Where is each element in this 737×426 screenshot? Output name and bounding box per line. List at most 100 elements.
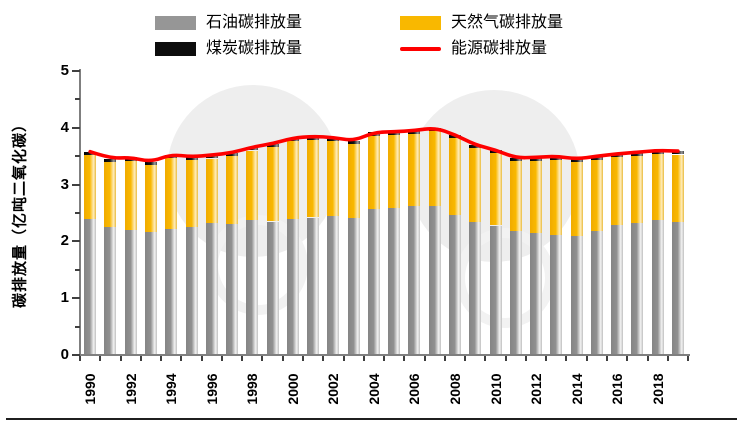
bar-gas-segment — [448, 138, 461, 216]
x-tick — [99, 356, 102, 361]
bar-gas-segment — [84, 155, 97, 219]
x-tick-label: 2016 — [609, 373, 626, 405]
bar-coal-segment — [124, 157, 137, 161]
bar-oil-segment — [327, 216, 340, 355]
bar-coal-segment — [226, 152, 238, 157]
bar-gas-segment — [388, 135, 401, 208]
x-tick — [484, 356, 487, 361]
bar-coal-segment — [489, 150, 502, 154]
bar-coal-segment — [590, 156, 603, 160]
x-tick — [646, 356, 649, 361]
y-major-tick — [72, 70, 80, 72]
bar-gas-segment — [327, 140, 340, 217]
bar-oil-segment — [367, 209, 380, 355]
y-minor-tick — [75, 325, 80, 328]
bar-coal-segment — [205, 155, 218, 159]
bar-gas-segment — [631, 155, 644, 223]
bar-coal-segment — [530, 157, 542, 161]
bar-oil-segment — [205, 223, 218, 355]
bar-gas-segment — [408, 134, 421, 207]
y-major-tick — [72, 240, 80, 243]
footer-rule — [6, 418, 737, 420]
bar-coal-segment — [651, 150, 664, 154]
x-tick-label: 2018 — [649, 373, 666, 405]
bar-coal-segment — [266, 143, 279, 148]
x-tick — [545, 356, 548, 361]
x-tick — [626, 356, 629, 361]
bar-oil-segment — [226, 224, 238, 355]
bar-coal-segment — [84, 151, 97, 156]
bar-oil-segment — [144, 232, 157, 355]
y-minor-tick — [75, 268, 80, 271]
bar-oil-segment — [671, 221, 684, 355]
y-minor-tick — [75, 155, 80, 158]
bar-gas-segment — [509, 161, 522, 232]
oil-swatch — [155, 16, 196, 30]
bar-oil-segment — [428, 206, 441, 355]
bar-oil-segment — [347, 218, 360, 355]
bar-coal-segment — [550, 156, 563, 160]
bar-gas-segment — [246, 150, 259, 220]
x-tick-label: 2014 — [568, 373, 585, 405]
bar-coal-segment — [570, 159, 583, 163]
x-tick — [342, 356, 345, 361]
x-tick-label: 2006 — [406, 373, 423, 405]
legend-label: 石油碳排放量 — [206, 14, 303, 31]
x-tick — [585, 356, 588, 361]
x-tick-label: 2008 — [446, 373, 463, 405]
x-tick — [464, 356, 467, 361]
bar-oil-segment — [266, 221, 279, 355]
x-tick-label: 2012 — [528, 373, 544, 405]
x-tick — [443, 356, 446, 361]
bar-coal-segment — [671, 151, 684, 155]
bar-gas-segment — [651, 153, 664, 221]
x-tick — [403, 356, 406, 361]
bar-coal-segment — [388, 131, 401, 136]
bar-oil-segment — [388, 207, 401, 355]
bar-gas-segment — [307, 139, 320, 218]
bar-coal-segment — [246, 147, 259, 151]
bar-gas-segment — [428, 131, 441, 207]
bar-gas-segment — [469, 148, 482, 222]
x-tick-label: 1996 — [203, 373, 220, 405]
x-tick-label: 2010 — [487, 373, 504, 405]
bar-oil-segment — [185, 226, 198, 355]
bar-oil-segment — [631, 222, 644, 355]
x-tick — [524, 356, 527, 361]
bar-gas-segment — [550, 159, 563, 235]
bar-coal-segment — [104, 158, 117, 162]
x-tick — [281, 356, 284, 361]
bar-gas-segment — [611, 157, 624, 225]
y-tick-label: 5 — [60, 62, 69, 79]
x-tick — [200, 356, 203, 361]
y-axis-title: 碳排放量（亿吨二氧化碳） — [11, 115, 29, 309]
bar-oil-segment — [651, 220, 664, 355]
bar-oil-segment — [165, 228, 178, 355]
legend-label: 煤炭碳排放量 — [206, 40, 303, 57]
bar-oil-segment — [469, 222, 482, 355]
x-tick — [220, 356, 223, 361]
x-tick — [119, 356, 122, 361]
x-tick-label: 1994 — [163, 373, 180, 405]
bar-coal-segment — [307, 136, 320, 140]
y-tick-label: 0 — [60, 346, 69, 363]
bar-coal-segment — [448, 134, 461, 138]
bar-coal-segment — [185, 156, 198, 161]
bar-coal-segment — [144, 161, 157, 166]
y-major-tick — [72, 354, 80, 356]
x-tick — [301, 356, 304, 361]
bar-gas-segment — [489, 153, 502, 226]
legend-item-coal: 煤炭碳排放量 — [155, 40, 302, 58]
bar-gas-segment — [671, 154, 684, 222]
bar-oil-segment — [570, 235, 583, 355]
x-axis-line — [78, 354, 690, 356]
bar-gas-segment — [367, 135, 380, 210]
x-tick-label: 2002 — [325, 373, 342, 405]
y-tick-label: 1 — [60, 289, 69, 307]
x-tick — [241, 356, 244, 361]
y-axis-line — [79, 69, 81, 356]
bar-coal-segment — [165, 154, 178, 158]
x-tick-label: 2000 — [284, 373, 301, 405]
x-tick-label: 1990 — [82, 373, 99, 405]
